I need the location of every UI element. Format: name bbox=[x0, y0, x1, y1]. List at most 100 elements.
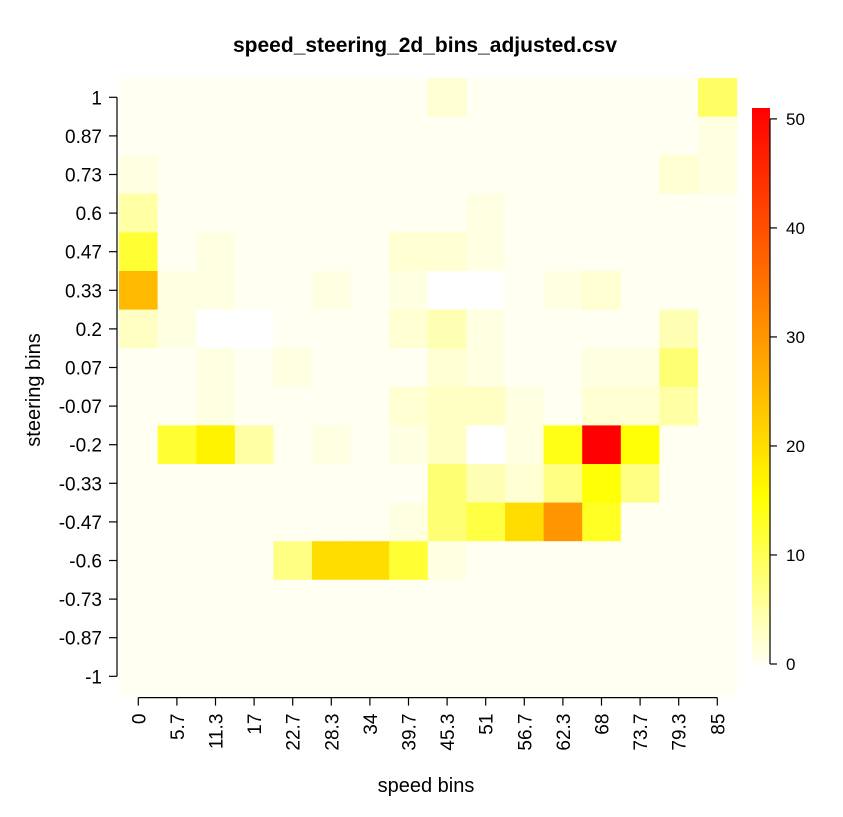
heatmap-cell bbox=[196, 386, 236, 426]
colorbar-tick-label: 0 bbox=[786, 655, 795, 674]
heatmap-cell bbox=[698, 232, 738, 272]
heatmap-cell bbox=[119, 618, 159, 658]
heatmap-cell bbox=[119, 386, 159, 426]
heatmap-cell bbox=[698, 464, 738, 504]
heatmap-cell bbox=[157, 657, 197, 697]
heatmap-cell bbox=[234, 502, 274, 542]
heatmap-cell bbox=[119, 348, 159, 388]
heatmap-cell bbox=[273, 116, 313, 156]
heatmap-cell bbox=[119, 657, 159, 697]
heatmap-cell bbox=[698, 116, 738, 156]
heatmap-cell bbox=[659, 309, 699, 349]
heatmap-cell bbox=[505, 348, 545, 388]
heatmap-cell bbox=[466, 348, 506, 388]
heatmap-cell bbox=[659, 657, 699, 697]
heatmap-cell bbox=[620, 309, 660, 349]
heatmap-cells bbox=[119, 78, 738, 697]
y-tick-label: 1 bbox=[91, 88, 102, 109]
heatmap-cell bbox=[659, 232, 699, 272]
heatmap-cell bbox=[350, 271, 390, 311]
y-tick-label: 0.87 bbox=[65, 127, 102, 148]
heatmap-cell bbox=[157, 193, 197, 233]
heatmap-cell bbox=[157, 579, 197, 619]
heatmap-cell bbox=[505, 657, 545, 697]
y-tick-label: -0.6 bbox=[69, 552, 102, 573]
heatmap-cell bbox=[620, 502, 660, 542]
y-tick-label: -0.2 bbox=[69, 436, 102, 457]
heatmap-cell bbox=[620, 579, 660, 619]
heatmap-cell bbox=[350, 541, 390, 581]
heatmap-cell bbox=[234, 193, 274, 233]
heatmap-cell bbox=[234, 386, 274, 426]
x-tick-label: 0 bbox=[129, 714, 150, 725]
heatmap-cell bbox=[698, 541, 738, 581]
heatmap-cell bbox=[196, 541, 236, 581]
heatmap-cell bbox=[312, 464, 352, 504]
heatmap-cell bbox=[505, 193, 545, 233]
heatmap-cell bbox=[698, 502, 738, 542]
x-tick-label: 51 bbox=[477, 714, 498, 735]
y-tick-label: 0.73 bbox=[65, 166, 102, 187]
heatmap-cell bbox=[620, 155, 660, 195]
heatmap-cell bbox=[196, 271, 236, 311]
heatmap-cell bbox=[389, 464, 429, 504]
heatmap-cell bbox=[389, 579, 429, 619]
heatmap-cell bbox=[389, 309, 429, 349]
heatmap-cell bbox=[505, 618, 545, 658]
heatmap-cell bbox=[389, 618, 429, 658]
heatmap-cell bbox=[505, 232, 545, 272]
x-tick-label: 28.3 bbox=[322, 714, 343, 751]
heatmap-cell bbox=[543, 425, 583, 465]
heatmap-cell bbox=[234, 309, 274, 349]
heatmap-cell bbox=[119, 271, 159, 311]
heatmap-cell bbox=[273, 309, 313, 349]
heatmap-cell bbox=[196, 348, 236, 388]
heatmap-cell bbox=[312, 657, 352, 697]
heatmap-cell bbox=[582, 116, 622, 156]
heatmap-cell bbox=[389, 116, 429, 156]
x-tick-label: 79.3 bbox=[670, 714, 691, 751]
heatmap-cell bbox=[196, 425, 236, 465]
heatmap-cell bbox=[505, 464, 545, 504]
heatmap-cell bbox=[273, 502, 313, 542]
heatmap-cell bbox=[427, 116, 467, 156]
heatmap-cell bbox=[466, 232, 506, 272]
heatmap-cell bbox=[659, 78, 699, 118]
heatmap-cell bbox=[312, 386, 352, 426]
heatmap-cell bbox=[119, 232, 159, 272]
colorbar-tick-label: 30 bbox=[786, 328, 805, 347]
x-tick-label: 39.7 bbox=[400, 714, 421, 751]
heatmap-cell bbox=[389, 425, 429, 465]
heatmap-cell bbox=[620, 232, 660, 272]
colorbar-gradient bbox=[752, 108, 770, 664]
heatmap-cell bbox=[466, 116, 506, 156]
heatmap-cell bbox=[312, 541, 352, 581]
x-axis: 0 5.7 11.3 17 22.7 28.3 34 39.7 45.3 51 56.7 62.3 68… bbox=[129, 696, 729, 751]
heatmap-cell bbox=[427, 193, 467, 233]
heatmap-cell bbox=[234, 271, 274, 311]
heatmap-cell bbox=[466, 618, 506, 658]
heatmap-cell bbox=[350, 193, 390, 233]
heatmap-cell bbox=[389, 78, 429, 118]
heatmap-cell bbox=[196, 618, 236, 658]
heatmap-cell bbox=[466, 78, 506, 118]
heatmap-cell bbox=[196, 232, 236, 272]
heatmap-cell bbox=[505, 541, 545, 581]
heatmap-cell bbox=[582, 232, 622, 272]
heatmap-cell bbox=[698, 78, 738, 118]
heatmap-cell bbox=[196, 193, 236, 233]
heatmap-cell bbox=[582, 348, 622, 388]
heatmap-cell bbox=[234, 425, 274, 465]
heatmap-cell bbox=[119, 425, 159, 465]
heatmap-cell bbox=[312, 193, 352, 233]
y-tick-label: 0.2 bbox=[76, 320, 102, 341]
heatmap-cell bbox=[620, 386, 660, 426]
heatmap-cell bbox=[466, 579, 506, 619]
heatmap-cell bbox=[350, 425, 390, 465]
heatmap-cell bbox=[543, 464, 583, 504]
heatmap-cell bbox=[427, 618, 467, 658]
heatmap-cell bbox=[389, 541, 429, 581]
heatmap-cell bbox=[273, 155, 313, 195]
heatmap-cell bbox=[582, 155, 622, 195]
